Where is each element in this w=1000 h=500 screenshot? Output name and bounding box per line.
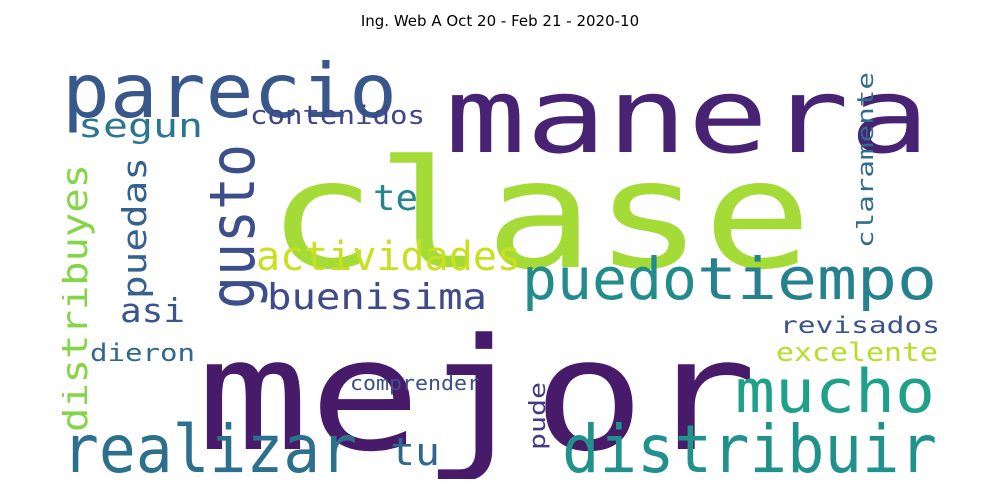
word-actividades: actividades [256, 234, 521, 280]
word-buenisima: buenisima [267, 277, 487, 318]
word-pude: pude [526, 382, 551, 450]
word-clase: clase [267, 129, 812, 303]
word-cloud-canvas: clase manera mejor parecio puedo tiempo … [62, 47, 938, 479]
word-parecio: parecio [62, 47, 397, 135]
word-puedas: puedas [115, 157, 154, 299]
word-distribuir: distribuir [562, 411, 937, 479]
word-comprender: comprender [350, 371, 480, 395]
word-manera: manera [445, 55, 930, 177]
word-mejor: mejor [197, 305, 757, 479]
word-mucho: mucho [735, 357, 935, 427]
word-excelente: excelente [776, 338, 938, 368]
word-dieron: dieron [90, 339, 195, 367]
word-segun: segun [78, 106, 203, 145]
figure-title: Ing. Web A Oct 20 - Feb 21 - 2020-10 [360, 12, 640, 30]
word-cloud: clase manera mejor parecio puedo tiempo … [62, 37, 938, 479]
word-tu: tu [390, 430, 440, 474]
word-distribuyes: distribuyes [62, 164, 96, 432]
word-gusto: gusto [196, 144, 269, 309]
word-te: te [373, 178, 418, 219]
word-realizar: realizar [62, 411, 357, 479]
word-claramente: claramente [854, 72, 879, 248]
word-asi: asi [120, 291, 185, 330]
word-contenidos: contenidos [250, 101, 425, 131]
word-tiempo: tiempo [697, 245, 937, 313]
word-revisados: revisados [780, 313, 938, 339]
word-puedo: puedo [522, 245, 697, 313]
